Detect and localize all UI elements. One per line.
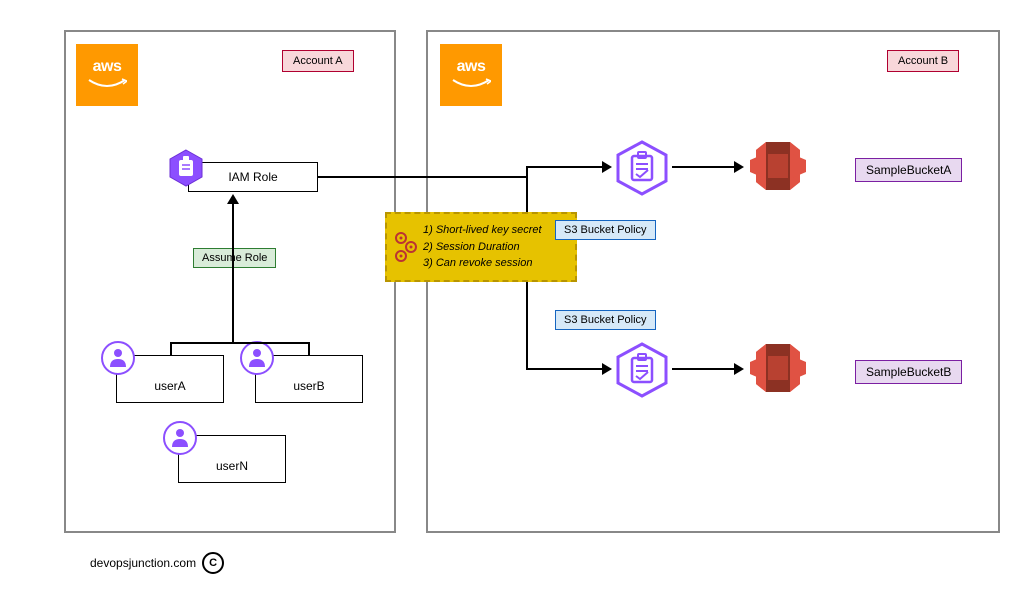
aws-logo-text-a: aws xyxy=(93,58,122,76)
note-line-2: 2) Session Duration xyxy=(423,239,567,256)
user-n-label: userN xyxy=(216,459,248,473)
user-n-icon xyxy=(163,421,197,455)
s3-policy-b-label: S3 Bucket Policy xyxy=(555,310,656,330)
bucket-b-label: SampleBucketB xyxy=(855,360,962,384)
s3-policy-b-icon xyxy=(612,340,672,400)
iam-role-label: IAM Role xyxy=(228,170,277,184)
policyA-to-bucketA xyxy=(672,166,736,168)
user-connector-h xyxy=(170,342,310,344)
user-b-label: userB xyxy=(293,379,324,393)
aws-smile-icon xyxy=(87,78,127,92)
aws-logo-text-b: aws xyxy=(457,58,486,76)
iam-role-box: IAM Role xyxy=(188,162,318,192)
note-box: 1) Short-lived key secret 2) Session Dur… xyxy=(385,212,577,282)
user-a-connector-v xyxy=(170,342,172,355)
account-b-label: Account B xyxy=(887,50,959,72)
attribution: devopsjunction.com C xyxy=(90,552,224,574)
s3-bucket-b-icon xyxy=(746,336,810,400)
s3-policy-a-label: S3 Bucket Policy xyxy=(555,220,656,240)
account-a-label: Account A xyxy=(282,50,354,72)
branch-upper-h xyxy=(528,166,604,168)
arrowhead-users-to-role xyxy=(227,194,239,204)
account-b-container xyxy=(426,30,1000,533)
role-to-b-h xyxy=(318,176,528,178)
user-a-label: userA xyxy=(154,379,185,393)
note-line-3: 3) Can revoke session xyxy=(423,255,567,272)
bucket-a-label: SampleBucketA xyxy=(855,158,962,182)
iam-role-icon xyxy=(166,148,206,188)
arrowhead-lower xyxy=(602,363,612,375)
aws-logo-a: aws xyxy=(76,44,138,106)
arrow-users-to-role xyxy=(232,200,234,342)
user-b-icon xyxy=(240,341,274,375)
branch-lower-h xyxy=(528,368,604,370)
attribution-text: devopsjunction.com xyxy=(90,556,196,570)
arrowhead-upper xyxy=(602,161,612,173)
user-a-icon xyxy=(101,341,135,375)
s3-bucket-a-icon xyxy=(746,134,810,198)
s3-policy-a-icon xyxy=(612,138,672,198)
user-b-connector-v xyxy=(308,342,310,355)
copyright-icon: C xyxy=(202,552,224,574)
aws-smile-icon xyxy=(451,78,491,92)
assume-role-label: Assume Role xyxy=(193,248,276,268)
note-line-1: 1) Short-lived key secret xyxy=(423,222,567,239)
arrowhead-policyA xyxy=(734,161,744,173)
aws-logo-b: aws xyxy=(440,44,502,106)
arrowhead-policyB xyxy=(734,363,744,375)
gear-icon xyxy=(393,230,419,264)
policyB-to-bucketB xyxy=(672,368,736,370)
